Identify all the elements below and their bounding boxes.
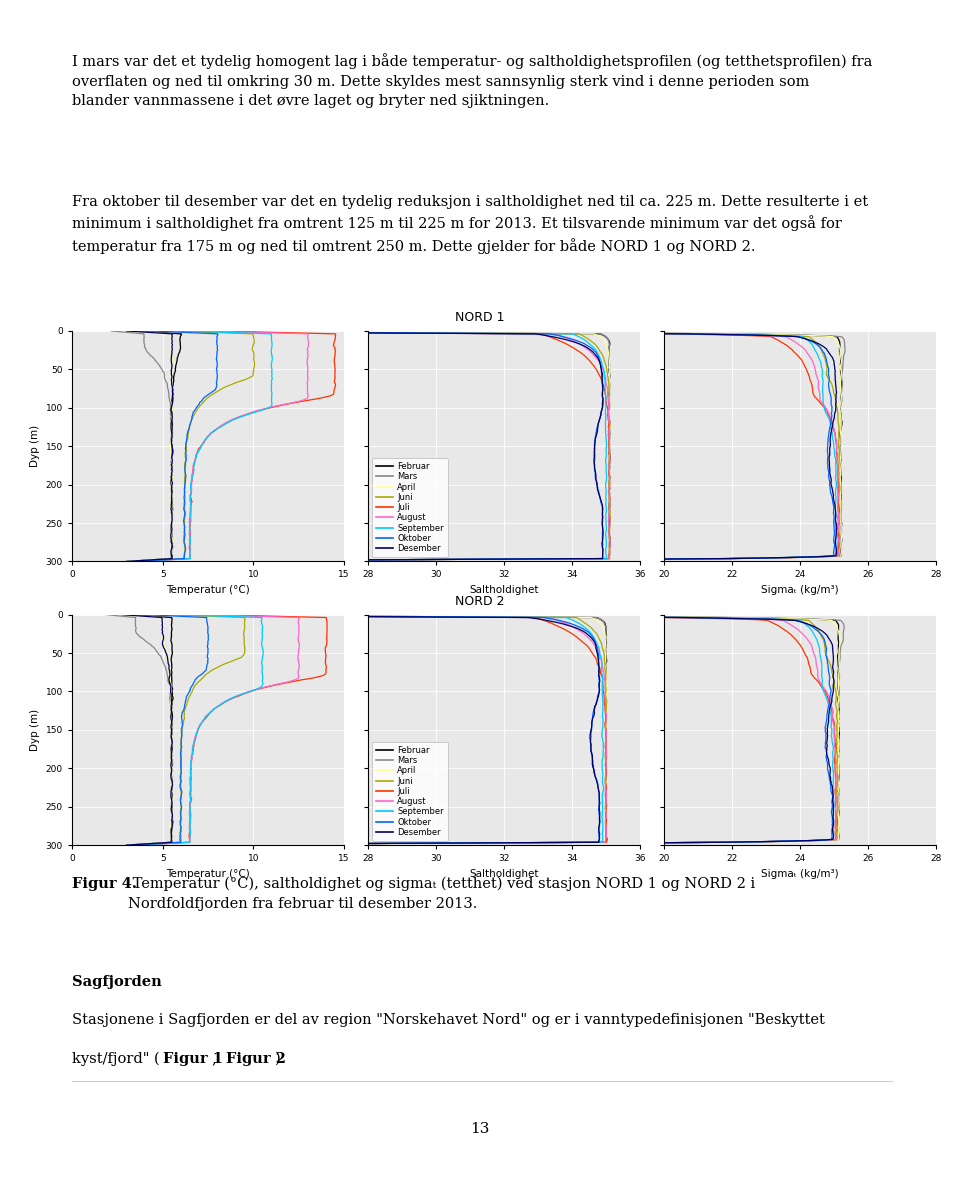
Text: NORD 1: NORD 1 xyxy=(455,311,505,324)
Text: Figur 1: Figur 1 xyxy=(163,1052,223,1066)
X-axis label: Temperatur (°C): Temperatur (°C) xyxy=(166,869,250,878)
Text: kyst/fjord" (: kyst/fjord" ( xyxy=(72,1052,159,1066)
Text: Fra oktober til desember var det en tydelig reduksjon i saltholdighet ned til ca: Fra oktober til desember var det en tyde… xyxy=(72,195,868,254)
X-axis label: Sigmaₜ (kg/m³): Sigmaₜ (kg/m³) xyxy=(761,869,839,878)
X-axis label: Temperatur (°C): Temperatur (°C) xyxy=(166,585,250,595)
Text: Sagfjorden: Sagfjorden xyxy=(72,975,161,989)
Text: ).: ). xyxy=(276,1052,286,1066)
X-axis label: Saltholdighet: Saltholdighet xyxy=(469,869,539,878)
Text: 13: 13 xyxy=(470,1122,490,1136)
Text: Figur 4.: Figur 4. xyxy=(72,877,137,891)
X-axis label: Sigmaₜ (kg/m³): Sigmaₜ (kg/m³) xyxy=(761,585,839,595)
Text: NORD 2: NORD 2 xyxy=(455,595,505,608)
Text: ,: , xyxy=(212,1052,222,1066)
Y-axis label: Dyp (m): Dyp (m) xyxy=(30,426,40,467)
Legend: Februar, Mars, April, Juni, Juli, August, September, Oktober, Desember: Februar, Mars, April, Juni, Juli, August… xyxy=(372,457,448,557)
Y-axis label: Dyp (m): Dyp (m) xyxy=(30,709,40,751)
Legend: Februar, Mars, April, Juni, Juli, August, September, Oktober, Desember: Februar, Mars, April, Juni, Juli, August… xyxy=(372,741,448,840)
Text: Figur 2: Figur 2 xyxy=(227,1052,286,1066)
Text: I mars var det et tydelig homogent lag i både temperatur- og saltholdighetsprofi: I mars var det et tydelig homogent lag i… xyxy=(72,53,873,108)
X-axis label: Saltholdighet: Saltholdighet xyxy=(469,585,539,595)
Text: Stasjonene i Sagfjorden er del av region "Norskehavet Nord" og er i vanntypedefi: Stasjonene i Sagfjorden er del av region… xyxy=(72,1013,825,1027)
Text: Temperatur (°C), saltholdighet og sigmaₜ (tetthet) ved stasjon NORD 1 og NORD 2 : Temperatur (°C), saltholdighet og sigmaₜ… xyxy=(128,877,755,911)
